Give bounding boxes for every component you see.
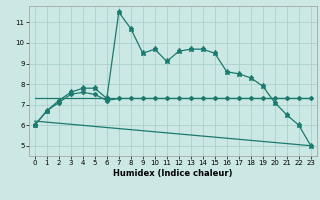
X-axis label: Humidex (Indice chaleur): Humidex (Indice chaleur) [113,169,233,178]
